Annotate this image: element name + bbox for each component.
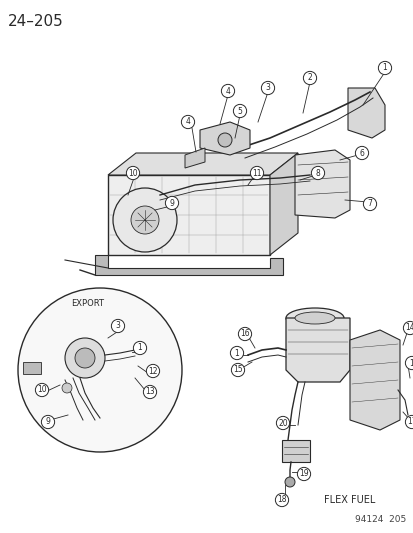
Circle shape (181, 115, 194, 128)
Circle shape (113, 188, 177, 252)
Text: 18: 18 (277, 496, 286, 505)
Circle shape (404, 415, 413, 429)
Circle shape (75, 348, 95, 368)
Circle shape (275, 494, 288, 507)
Circle shape (233, 104, 246, 118)
Circle shape (231, 364, 244, 377)
Text: 16: 16 (240, 329, 249, 338)
Circle shape (303, 71, 316, 85)
Text: 1: 1 (137, 343, 142, 352)
Circle shape (41, 415, 55, 429)
Polygon shape (285, 318, 349, 382)
Text: 4: 4 (225, 86, 230, 95)
Text: 1: 1 (234, 349, 239, 358)
Circle shape (284, 477, 294, 487)
Circle shape (18, 288, 182, 452)
Bar (23, 362, 41, 374)
Text: 12: 12 (148, 367, 157, 376)
Circle shape (143, 385, 156, 399)
Polygon shape (185, 148, 204, 168)
Circle shape (261, 82, 274, 95)
Circle shape (35, 383, 48, 397)
Circle shape (218, 133, 231, 147)
Text: 3: 3 (115, 321, 120, 330)
Text: 11: 11 (252, 168, 261, 177)
Polygon shape (199, 122, 249, 155)
Ellipse shape (285, 308, 343, 328)
Polygon shape (347, 88, 384, 138)
Text: 20: 20 (278, 418, 287, 427)
Text: 19: 19 (299, 470, 308, 479)
Text: 94124  205: 94124 205 (354, 515, 405, 524)
Text: 9: 9 (169, 198, 174, 207)
Circle shape (402, 321, 413, 335)
Text: 1: 1 (382, 63, 387, 72)
Circle shape (62, 383, 72, 393)
Circle shape (250, 166, 263, 180)
Circle shape (297, 467, 310, 481)
FancyBboxPatch shape (108, 175, 269, 255)
Polygon shape (294, 150, 349, 218)
Circle shape (133, 341, 146, 354)
Polygon shape (108, 153, 297, 175)
Text: 2: 2 (307, 74, 312, 83)
Circle shape (131, 206, 159, 234)
Circle shape (311, 166, 324, 180)
Circle shape (404, 357, 413, 369)
Text: 13: 13 (145, 387, 154, 397)
Circle shape (377, 61, 391, 75)
Text: 10: 10 (128, 168, 138, 177)
Circle shape (146, 365, 159, 377)
Circle shape (363, 197, 376, 211)
Text: 5: 5 (237, 107, 242, 116)
Circle shape (238, 327, 251, 341)
Circle shape (126, 166, 139, 180)
Text: FLEX FUEL: FLEX FUEL (323, 495, 375, 505)
Circle shape (111, 319, 124, 333)
Text: 3: 3 (265, 84, 270, 93)
Text: 24–205: 24–205 (8, 14, 64, 29)
Bar (281, 440, 309, 462)
Polygon shape (95, 255, 282, 275)
Text: 15: 15 (233, 366, 242, 375)
Text: 17: 17 (406, 417, 413, 426)
Polygon shape (349, 330, 399, 430)
Circle shape (276, 416, 289, 430)
Text: EXPORT: EXPORT (71, 300, 104, 309)
Text: 9: 9 (45, 417, 50, 426)
Circle shape (230, 346, 243, 360)
Circle shape (221, 84, 234, 98)
Text: 6: 6 (359, 149, 363, 157)
Text: 8: 8 (315, 168, 320, 177)
Polygon shape (269, 153, 297, 255)
Text: 14: 14 (404, 324, 413, 333)
Text: 1: 1 (408, 359, 413, 367)
Text: 4: 4 (185, 117, 190, 126)
Circle shape (65, 338, 105, 378)
Text: 10: 10 (37, 385, 47, 394)
Text: 7: 7 (367, 199, 372, 208)
Ellipse shape (294, 312, 334, 324)
Circle shape (354, 147, 368, 159)
Circle shape (165, 196, 178, 209)
